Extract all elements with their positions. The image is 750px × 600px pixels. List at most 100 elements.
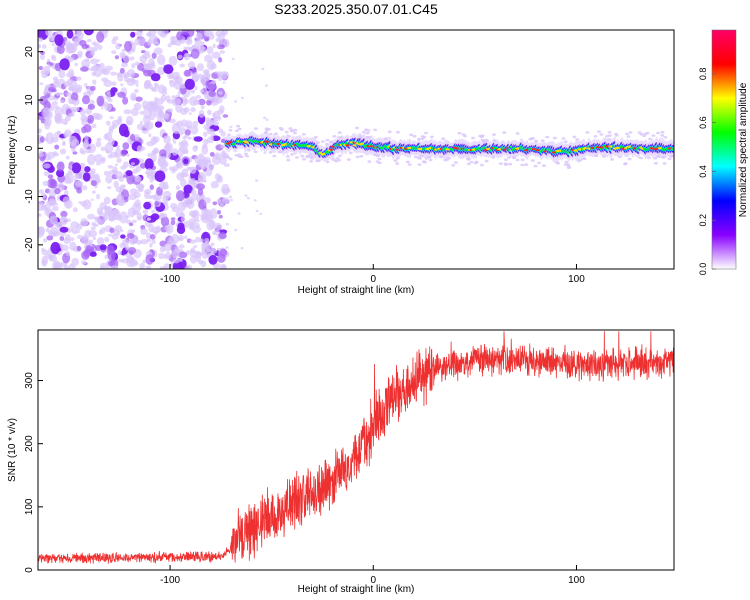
noise-speckle	[168, 55, 178, 66]
noise-speckle	[104, 254, 108, 260]
noise-speckle	[111, 208, 121, 221]
noise-speckle	[95, 140, 102, 148]
noise-speckle	[164, 224, 171, 232]
noise-speckle	[171, 95, 176, 99]
signal-halo	[228, 128, 233, 132]
noise-speckle	[54, 187, 61, 195]
noise-speckle	[60, 210, 68, 218]
noise-speckle	[115, 171, 123, 180]
noise-speckle	[51, 205, 59, 212]
noise-speckle	[159, 181, 166, 190]
noise-speckle	[48, 87, 54, 92]
noise-speckle	[158, 252, 165, 260]
signal-halo	[309, 160, 314, 163]
noise-speckle	[183, 107, 190, 113]
signal-halo	[607, 138, 612, 141]
noise-speckle	[94, 216, 101, 223]
signal-halo	[656, 131, 661, 135]
noise-speckle	[90, 49, 96, 56]
signal-halo	[656, 155, 661, 158]
noise-speckle	[75, 76, 82, 81]
noise-speckle	[217, 91, 223, 95]
noise-speckle	[134, 199, 141, 208]
noise-speckle	[142, 53, 151, 59]
signal-halo	[481, 140, 486, 143]
signal-halo	[466, 162, 471, 166]
noise-speckle	[190, 89, 196, 94]
noise-speckle	[51, 56, 57, 62]
noise-speckle	[200, 105, 205, 110]
snr-y-tick-label: 200	[24, 435, 35, 452]
noise-speckle	[126, 120, 132, 125]
noise-speckle	[177, 54, 183, 60]
noise-speckle	[159, 161, 168, 169]
signal-halo	[653, 157, 658, 160]
signal-halo	[417, 137, 421, 141]
colorbar-tick-label: 0.4	[698, 165, 708, 178]
noise-speckle	[180, 178, 187, 188]
noise-speckle	[59, 216, 68, 226]
noise-speckle	[218, 57, 223, 63]
noise-speckle	[183, 220, 190, 229]
signal-halo	[366, 129, 371, 132]
noise-speckle	[139, 263, 146, 269]
noise-speckle	[80, 218, 89, 227]
signal-halo	[420, 135, 425, 138]
noise-speckle	[58, 70, 66, 79]
noise-speckle	[62, 196, 71, 206]
signal-halo	[365, 131, 370, 135]
spectrogram-x-tick-label: 0	[370, 274, 376, 285]
noise-speckle	[240, 247, 244, 250]
noise-speckle	[128, 222, 134, 227]
signal-halo	[288, 127, 293, 130]
noise-speckle	[151, 209, 155, 214]
signal-halo	[427, 155, 432, 159]
noise-speckle	[206, 46, 214, 55]
signal-halo	[290, 153, 295, 156]
signal-halo	[320, 140, 325, 143]
noise-speckle	[150, 213, 160, 221]
noise-speckle	[174, 98, 182, 106]
noise-speckle	[97, 59, 101, 62]
noise-speckle	[208, 83, 217, 92]
noise-speckle	[210, 242, 215, 246]
noise-speckle	[156, 66, 166, 76]
noise-speckle	[134, 61, 140, 66]
noise-speckle	[122, 142, 130, 150]
noise-speckle	[216, 198, 222, 204]
signal-halo	[328, 140, 333, 144]
noise-speckle	[47, 178, 55, 189]
noise-speckle	[120, 229, 124, 233]
noise-speckle	[111, 50, 117, 55]
signal-halo	[419, 154, 424, 158]
noise-speckle	[229, 198, 233, 202]
noise-speckle	[38, 44, 42, 49]
noise-speckle	[207, 160, 212, 163]
signal-halo	[324, 142, 329, 146]
noise-speckle	[181, 30, 189, 35]
noise-speckle	[85, 245, 93, 254]
noise-speckle	[101, 77, 109, 83]
noise-speckle	[92, 237, 97, 240]
signal-halo	[582, 157, 587, 161]
signal-halo	[367, 160, 372, 163]
noise-speckle	[131, 219, 137, 223]
noise-speckle	[205, 244, 213, 253]
noise-speckle	[90, 198, 94, 201]
noise-speckle	[189, 255, 198, 264]
signal-halo	[332, 135, 337, 138]
signal-halo	[624, 132, 629, 136]
noise-speckle	[146, 238, 152, 243]
chart-title: S233.2025.350.07.01.C45	[274, 1, 438, 17]
noise-speckle	[172, 258, 180, 264]
noise-speckle	[149, 234, 156, 240]
noise-speckle	[130, 31, 136, 38]
signal-halo	[355, 126, 359, 130]
noise-speckle	[54, 107, 64, 116]
colorbar-bar	[711, 29, 737, 270]
noise-speckle	[184, 78, 195, 90]
noise-speckle	[77, 234, 83, 240]
noise-speckle	[234, 100, 238, 103]
noise-speckle	[72, 151, 78, 155]
